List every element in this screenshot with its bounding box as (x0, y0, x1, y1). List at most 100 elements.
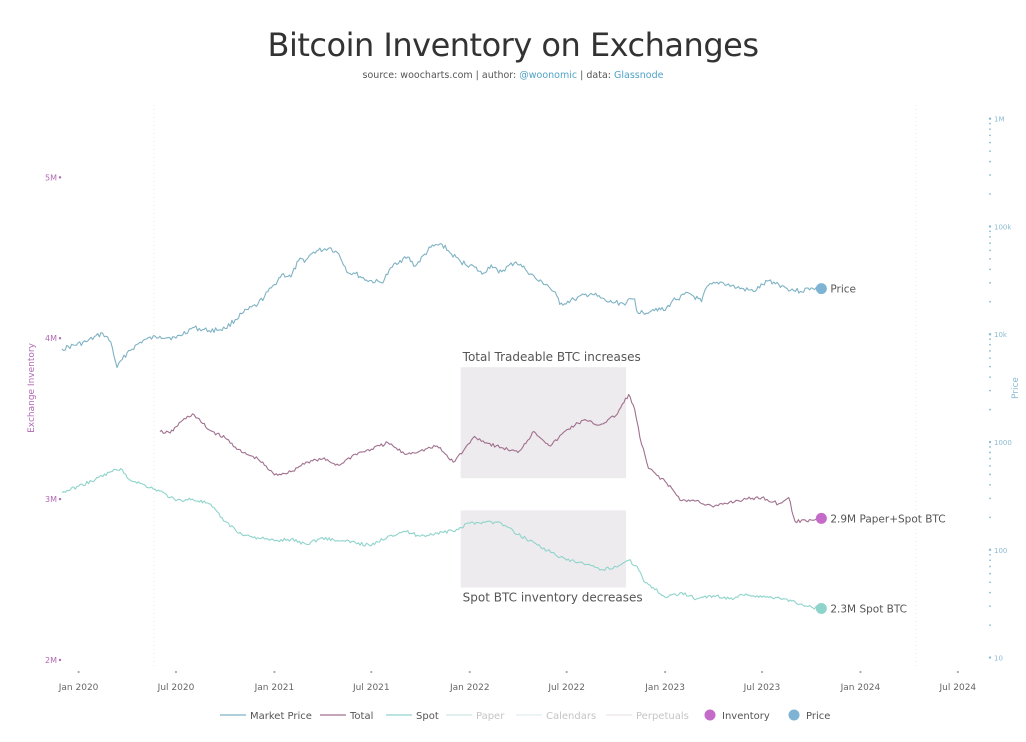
x-tick-mark (77, 670, 80, 674)
left-tick-label: 5M (45, 173, 57, 182)
legend-label: Perpetuals (636, 711, 689, 722)
legend-label: Total (349, 711, 373, 722)
right-tick-label: 10k (994, 331, 1008, 339)
left-tick-label: 2M (45, 656, 57, 665)
right-minor-tick (989, 128, 991, 131)
series-end-dot-2 (815, 602, 827, 614)
right-minor-tick (989, 624, 991, 627)
right-minor-tick (989, 451, 991, 454)
right-tick-label: 10 (994, 655, 1003, 663)
series-line-market-price (61, 242, 822, 369)
right-minor-tick (989, 581, 991, 584)
subtitle-source: source: woocharts.com | author: (362, 70, 517, 81)
right-tick-mark (988, 440, 992, 444)
series-end-label-1: 2.9M Paper+Spot BTC (830, 513, 945, 525)
right-minor-tick (989, 497, 991, 500)
left-tick-mark (58, 337, 62, 340)
legend-item-perpetuals[interactable]: Perpetuals (606, 711, 689, 722)
legend-label: Inventory (722, 711, 770, 722)
right-minor-tick (989, 389, 991, 392)
legend-item-market-price[interactable]: Market Price (220, 711, 312, 722)
series-end-label-2: 2.3M Spot BTC (830, 603, 907, 615)
legend-item-paper[interactable]: Paper (446, 711, 505, 722)
right-minor-tick (989, 591, 991, 594)
right-minor-tick (989, 134, 991, 137)
legend-label: Price (806, 711, 830, 722)
legend-swatch-dot (704, 709, 716, 721)
right-tick-mark (988, 225, 992, 228)
x-tick-mark (370, 670, 373, 674)
right-tick-mark (988, 333, 992, 336)
right-minor-tick (989, 300, 991, 303)
right-tick-label: 100k (994, 223, 1012, 231)
series-line-total (159, 393, 822, 524)
right-minor-tick (989, 258, 991, 260)
right-minor-tick (989, 249, 991, 252)
right-minor-tick (989, 605, 991, 608)
right-minor-tick (989, 473, 991, 476)
right-tick-label: 1000 (994, 439, 1012, 447)
right-minor-tick (989, 457, 991, 460)
right-minor-tick (989, 268, 991, 271)
left-tick-label: 3M (45, 495, 57, 504)
left-tick-mark (58, 497, 62, 501)
x-tick-label: Jul 2021 (352, 683, 390, 693)
annotation-label-0: Total Tradeable BTC increases (462, 350, 641, 364)
right-minor-tick (989, 230, 991, 233)
left-tick-mark (58, 176, 62, 179)
x-tick-mark (273, 670, 276, 674)
legend-item-inventory[interactable]: Inventory (704, 709, 770, 723)
x-tick-label: Jan 2021 (254, 683, 295, 693)
x-tick-label: Jul 2023 (743, 683, 781, 693)
right-minor-tick (989, 565, 991, 568)
x-tick-label: Jan 2024 (840, 683, 881, 693)
right-minor-tick (989, 483, 991, 486)
legend-item-spot[interactable]: Spot (386, 711, 439, 722)
legend-label: Calendars (546, 711, 596, 722)
right-minor-tick (989, 350, 991, 352)
right-minor-tick (989, 376, 991, 379)
right-minor-tick (989, 122, 991, 125)
chart-title: Bitcoin Inventory on Exchanges (267, 26, 759, 64)
legend-item-price[interactable]: Price (788, 709, 831, 723)
x-tick-mark (760, 670, 764, 674)
right-minor-tick (989, 160, 991, 163)
x-tick-label: Jan 2022 (449, 683, 490, 693)
subtitle-author-link[interactable]: @woonomic (519, 70, 578, 81)
y-axis-right-label: Price (1011, 377, 1021, 399)
x-tick-mark (956, 670, 959, 674)
right-tick-mark (988, 656, 992, 659)
right-minor-tick (989, 141, 991, 144)
legend-label: Paper (476, 711, 505, 722)
right-minor-tick (989, 343, 991, 346)
x-tick-mark (859, 670, 862, 674)
x-tick-label: Jan 2023 (644, 683, 685, 693)
x-tick-mark (565, 670, 568, 674)
annotation-box-1 (460, 510, 627, 588)
right-minor-tick (989, 281, 991, 284)
y-axis-left-label: Exchange Inventory (27, 342, 37, 432)
right-minor-tick (989, 174, 991, 176)
series-line-spot (61, 467, 822, 610)
right-tick-mark (988, 548, 992, 551)
legend-item-total[interactable]: Total (320, 711, 373, 722)
annotation-label-1: Spot BTC inventory decreases (463, 591, 643, 605)
chart-subtitle: source: woocharts.com | author: @woonomi… (0, 70, 1026, 81)
right-minor-tick (989, 242, 991, 245)
right-minor-tick (989, 408, 991, 411)
x-tick-label: Jul 2022 (547, 683, 585, 693)
right-minor-tick (989, 516, 991, 519)
series-end-label-0: Price (830, 284, 856, 296)
right-minor-tick (989, 150, 991, 153)
left-tick-label: 4M (45, 334, 57, 343)
legend-item-calendars[interactable]: Calendars (516, 711, 596, 722)
right-minor-tick (989, 193, 991, 195)
series-end-dot-1 (815, 512, 827, 524)
annotation-box-0 (460, 367, 627, 479)
right-minor-tick (989, 236, 991, 238)
x-tick-mark (174, 670, 178, 674)
x-tick-label: Jul 2024 (939, 683, 977, 693)
subtitle-data-source-link[interactable]: Glassnode (614, 70, 664, 81)
